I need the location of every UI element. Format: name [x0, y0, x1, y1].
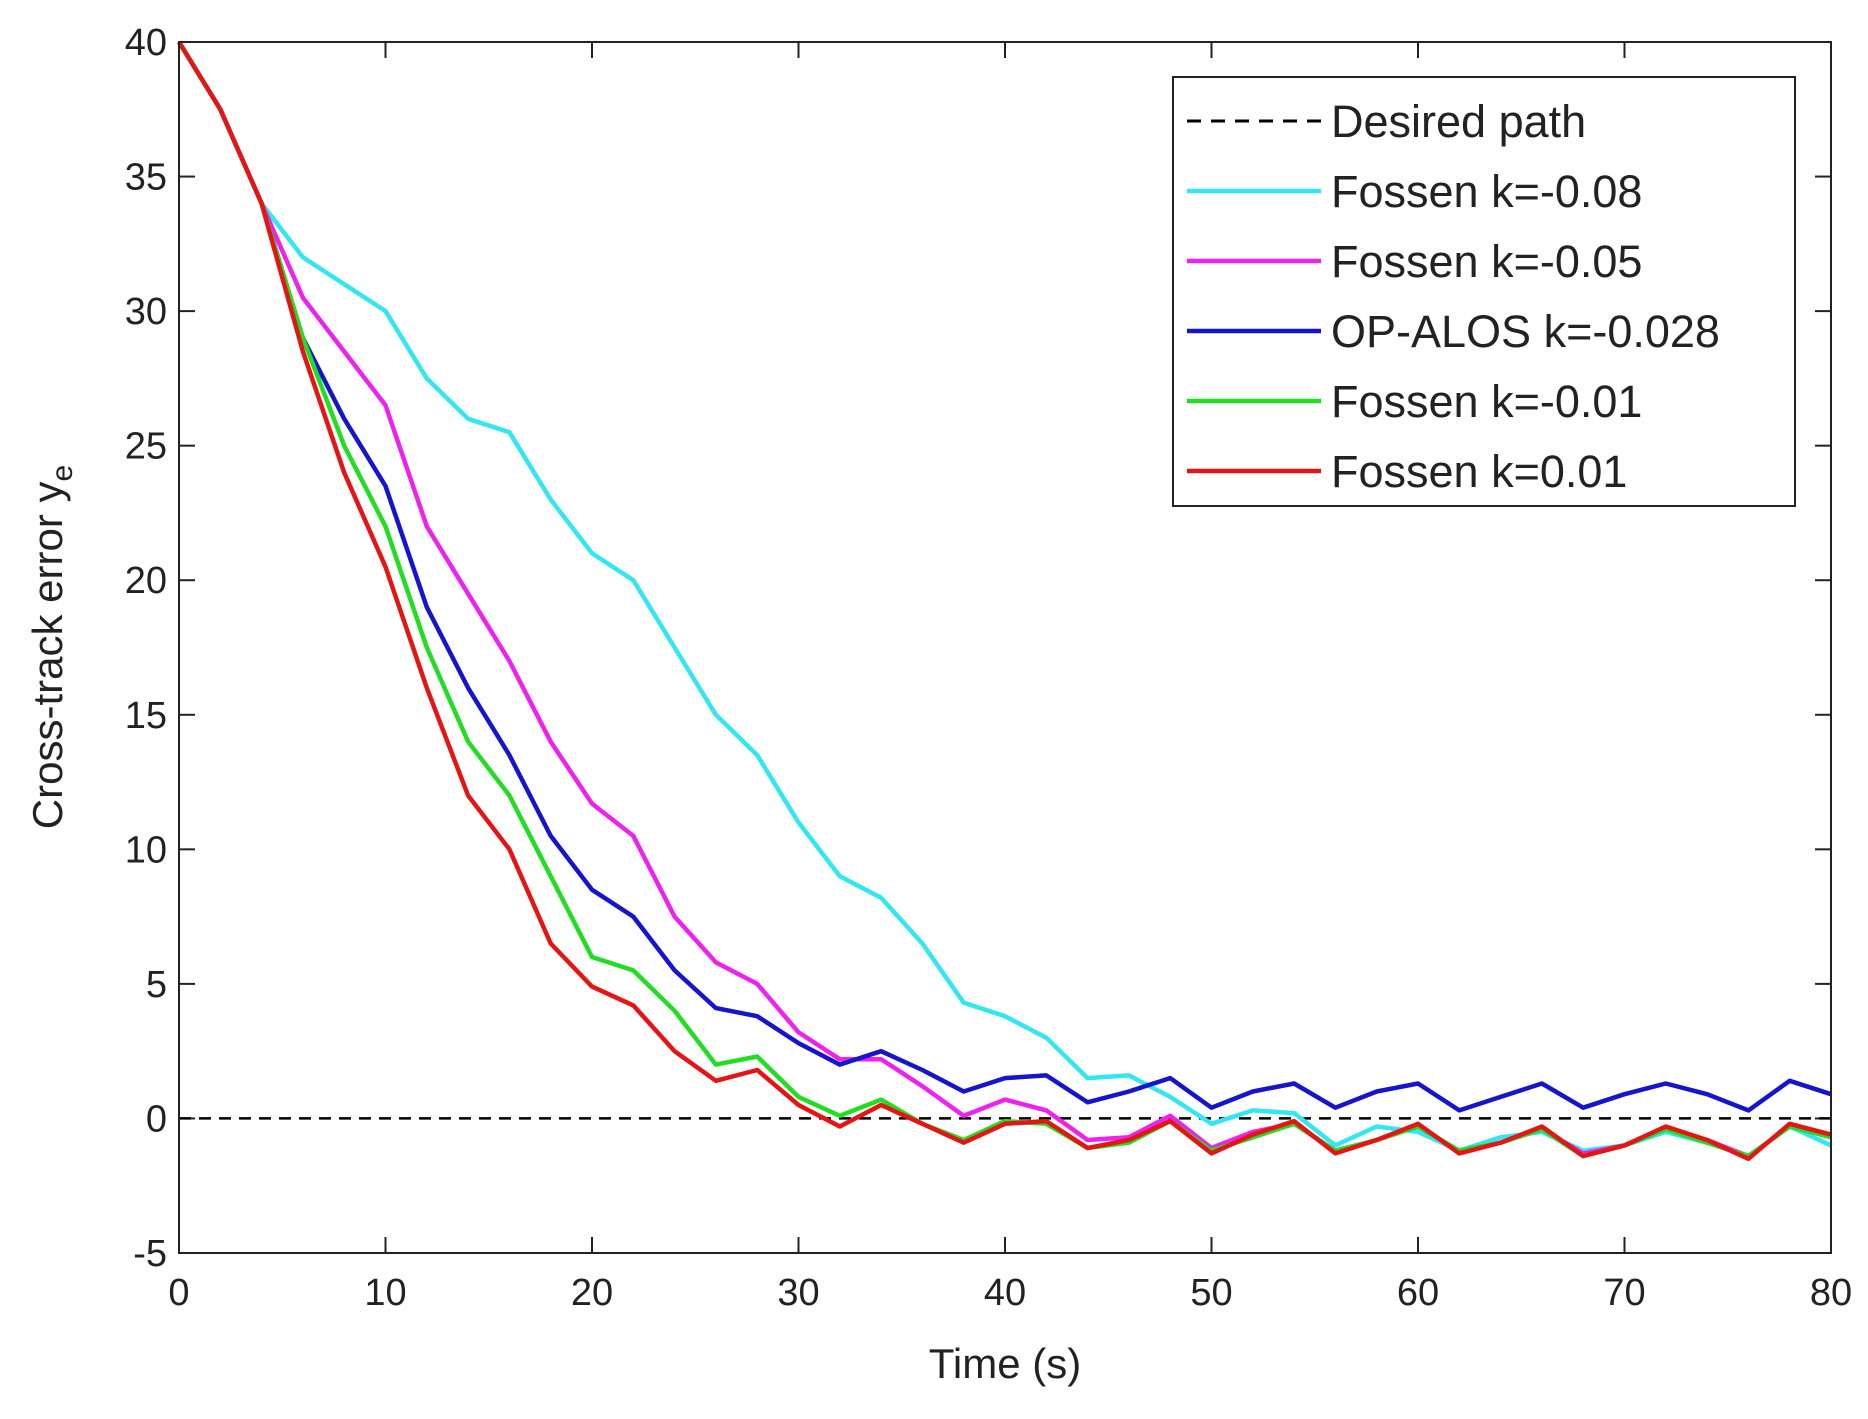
legend-box: [1172, 76, 1796, 507]
x-tick-label: 20: [571, 1272, 613, 1314]
legend-label: Fossen k=-0.08: [1331, 166, 1642, 217]
series-line: [177, 40, 1832, 1162]
series-line: [177, 40, 1832, 1113]
legend-label: Fossen k=-0.05: [1331, 236, 1642, 287]
x-tick-label: 80: [1810, 1272, 1852, 1314]
x-axis-label: Time (s): [929, 1340, 1081, 1387]
plot-frame: [178, 41, 1832, 1254]
x-tick-label: 10: [364, 1272, 406, 1314]
legend-label: Desired path: [1331, 96, 1586, 147]
x-tick-label: 50: [1190, 1272, 1232, 1314]
y-axis-label-subscript: e: [46, 465, 79, 482]
y-tick-label: 30: [125, 291, 167, 333]
y-tick-label: 10: [125, 829, 167, 871]
y-tick-label: 35: [125, 157, 167, 199]
legend-label: Fossen k=-0.01: [1331, 376, 1642, 427]
legend-label: OP-ALOS k=-0.028: [1331, 306, 1720, 357]
y-tick-label: -5: [133, 1233, 167, 1275]
x-tick-label: 40: [984, 1272, 1026, 1314]
x-tick-label: 30: [777, 1272, 819, 1314]
x-tick-label: 60: [1397, 1272, 1439, 1314]
legend-label: Fossen k=0.01: [1331, 446, 1627, 497]
x-tick-label: 0: [168, 1272, 189, 1314]
x-tick-label: 70: [1603, 1272, 1645, 1314]
y-tick-label: 15: [125, 695, 167, 737]
y-tick-label: 20: [125, 560, 167, 602]
y-tick-label: 0: [146, 1098, 167, 1140]
y-axis-label: Cross-track error ye: [24, 465, 79, 829]
y-axis-label-main: Cross-track error y: [24, 481, 71, 829]
y-tick-label: 5: [146, 964, 167, 1006]
y-tick-label: 25: [125, 426, 167, 468]
y-tick-label: 40: [125, 22, 167, 64]
